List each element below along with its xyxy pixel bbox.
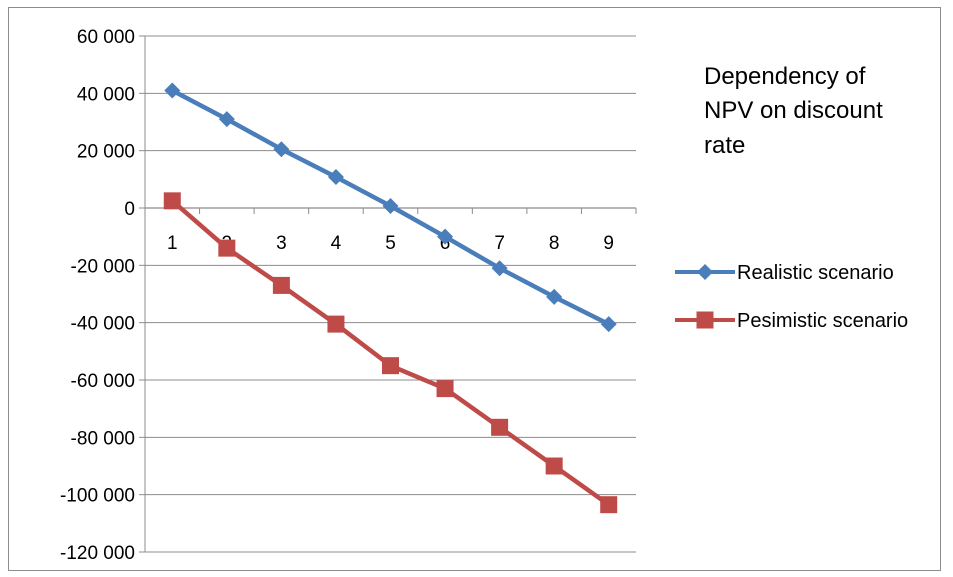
x-tick-label: 3	[276, 233, 287, 254]
x-tick-label: 7	[494, 233, 505, 254]
y-tick-label: -20 000	[71, 256, 135, 277]
legend-label-pesimistic: Pesimistic scenario	[737, 310, 908, 332]
data-point-realistic	[546, 288, 563, 305]
x-tick-label: 4	[331, 233, 342, 254]
data-point-pesimistic	[436, 380, 454, 398]
series-layer	[163, 82, 618, 514]
y-tick-label: 60 000	[77, 27, 135, 48]
grid-layer	[145, 35, 636, 553]
chart-title-line-3: rate	[704, 132, 745, 159]
y-tick-label: 0	[124, 199, 135, 220]
axis-layer: 60 000 40 000 20 000 0 -20 000 -40 000 -60 000…	[60, 27, 637, 564]
legend-marker-pesimistic	[696, 311, 714, 329]
x-tick-label: 8	[549, 233, 560, 254]
data-point-realistic	[382, 197, 399, 214]
y-tick-label: -80 000	[71, 428, 135, 449]
y-tick-label: -100 000	[60, 486, 135, 507]
data-point-realistic	[600, 316, 617, 333]
data-point-pesimistic	[600, 496, 618, 514]
y-tick-label: -60 000	[71, 371, 135, 392]
data-point-pesimistic	[491, 418, 509, 436]
legend: Realistic scenario Pesimistic scenario	[675, 262, 908, 332]
chart-title-line-2: NPV on discount	[704, 97, 883, 124]
y-tick-label: -120 000	[60, 543, 135, 564]
legend-label-realistic: Realistic scenario	[737, 262, 894, 284]
data-point-pesimistic	[382, 357, 399, 375]
chart-title: Dependency of NPV on discount rate	[704, 63, 883, 159]
chart-frame	[8, 7, 941, 571]
data-point-realistic	[218, 111, 235, 128]
legend-item-pesimistic: Pesimistic scenario	[675, 310, 908, 332]
legend-item-realistic: Realistic scenario	[675, 262, 894, 284]
data-point-realistic	[491, 260, 508, 277]
x-tick-label: 1	[167, 233, 178, 254]
data-point-pesimistic	[218, 239, 236, 257]
data-point-pesimistic	[163, 192, 181, 210]
x-tick-label: 5	[385, 233, 396, 254]
x-tick-label: 9	[603, 233, 614, 254]
data-point-realistic	[164, 82, 181, 99]
data-point-pesimistic	[272, 276, 290, 294]
y-tick-label: -40 000	[71, 314, 135, 335]
y-tick-label: 40 000	[77, 84, 135, 105]
data-point-realistic	[437, 228, 454, 245]
y-tick-label: 20 000	[77, 142, 135, 163]
legend-marker-realistic	[697, 264, 713, 280]
data-point-realistic	[273, 141, 290, 158]
chart-title-line-1: Dependency of	[704, 63, 866, 90]
data-point-realistic	[327, 169, 344, 186]
data-point-pesimistic	[327, 315, 345, 333]
data-point-pesimistic	[545, 457, 563, 475]
